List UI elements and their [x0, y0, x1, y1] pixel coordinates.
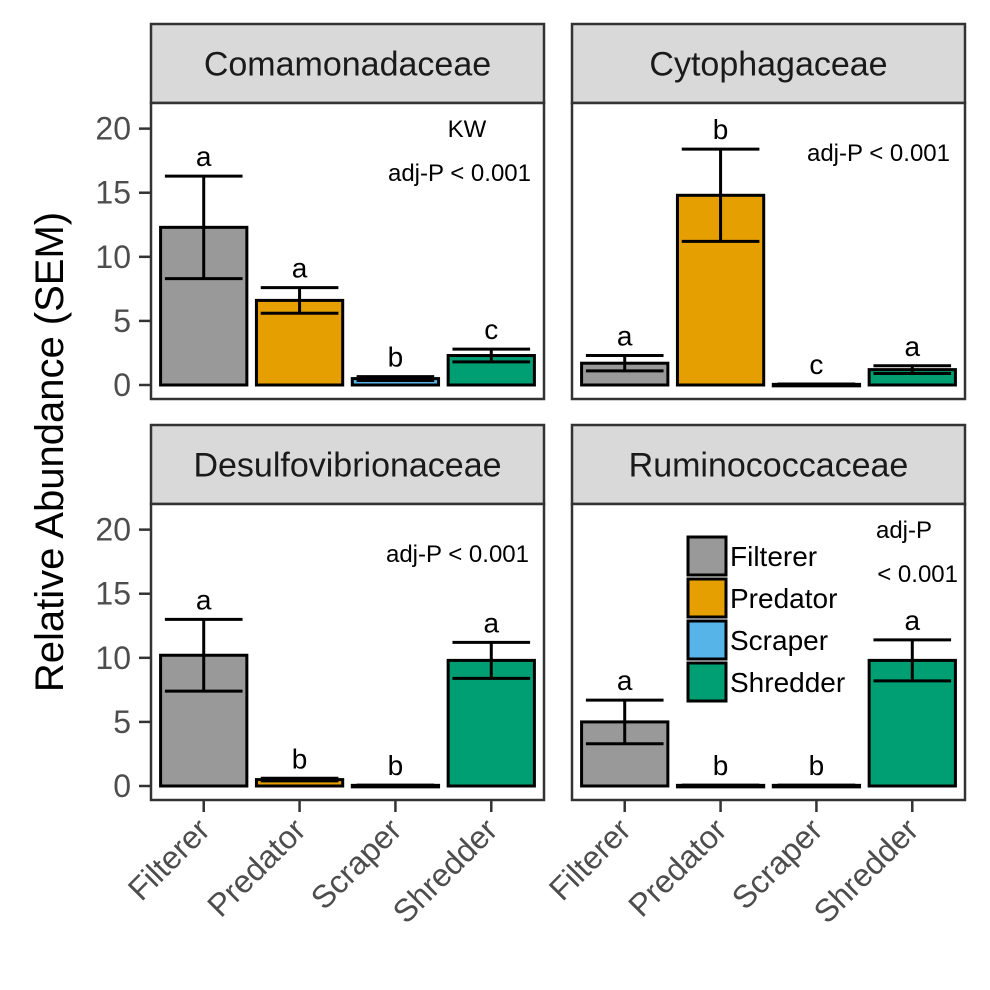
legend-key-filterer	[686, 535, 728, 577]
significance-letter: c	[809, 349, 823, 380]
panel-comamonadaceae: Comamonadaceae a a b c 0 5 10 15 20 KW adj-P < 0.00…	[95, 22, 546, 403]
y-tick-label: 0	[113, 768, 131, 804]
legend-label-filterer: Filterer	[730, 541, 817, 572]
legend-label-predator: Predator	[730, 583, 837, 614]
panel-strip	[149, 423, 546, 506]
legend-key-shredder	[686, 661, 728, 703]
significance-letter: a	[196, 141, 212, 172]
y-tick-label: 5	[113, 303, 131, 339]
annotation-p-value: adj-P < 0.001	[386, 541, 529, 568]
significance-letter: a	[483, 607, 499, 638]
panel-strip	[570, 423, 967, 506]
legend: Filterer Predator Scraper Shredder	[686, 535, 845, 703]
panel-title: Cytophagaceae	[649, 46, 887, 84]
significance-letter: a	[904, 605, 920, 636]
x-tick-label: Filterer	[121, 811, 217, 907]
legend-label-shredder: Shredder	[730, 667, 845, 698]
y-tick-label: 20	[95, 111, 131, 147]
panel-ruminococcaceae: Ruminococcaceae a Filterer b Predator b Scrape…	[542, 423, 967, 930]
y-axis-label: Relative Abundance (SEM)	[28, 212, 72, 692]
significance-letter: b	[388, 750, 404, 781]
significance-letter: b	[713, 114, 729, 145]
y-tick-label: 10	[95, 239, 131, 275]
annotation-p-value: adj-P < 0.001	[807, 140, 950, 167]
x-tick-label: Shredder	[386, 811, 505, 930]
significance-letter: b	[388, 342, 404, 373]
significance-letter: a	[292, 253, 308, 284]
panel-title: Ruminococcaceae	[629, 447, 909, 485]
significance-letter: b	[292, 743, 308, 774]
significance-letter: b	[809, 750, 825, 781]
panel-border	[570, 101, 967, 401]
significance-letter: a	[617, 321, 633, 352]
annotation-test: KW	[448, 116, 487, 143]
annotation-p-value-line2: < 0.001	[877, 561, 958, 588]
legend-key-scraper	[686, 619, 728, 661]
legend-key-predator	[686, 577, 728, 619]
legend-label-scraper: Scraper	[730, 625, 828, 656]
annotation-p-value-line1: adj-P	[876, 517, 932, 544]
y-tick-label: 20	[95, 512, 131, 548]
y-tick-label: 5	[113, 704, 131, 740]
annotation-p-value: adj-P < 0.001	[388, 160, 531, 187]
significance-letter: a	[904, 331, 920, 362]
y-tick-label: 10	[95, 640, 131, 676]
y-tick-label: 15	[95, 576, 131, 612]
panel-title: Comamonadaceae	[204, 46, 491, 84]
significance-letter: a	[617, 665, 633, 696]
significance-letter: c	[484, 314, 498, 345]
x-tick-label: Predator	[621, 811, 733, 923]
panel-strip	[149, 22, 546, 105]
panel-desulfovibrionaceae: DesulfovibrionaceaeaFiltererbPredatorbSc…	[95, 423, 546, 930]
y-tick-label: 15	[95, 175, 131, 211]
x-tick-label: Filterer	[542, 811, 638, 907]
significance-letter: a	[196, 584, 212, 615]
panel-title: Desulfovibrionaceae	[193, 447, 501, 485]
panel-cytophagaceae: Cytophagaceae a b c a adj-P < 0.001	[570, 22, 967, 401]
significance-letter: b	[713, 750, 729, 781]
y-tick-label: 0	[113, 367, 131, 403]
x-tick-label: Predator	[200, 811, 312, 923]
x-tick-label: Shredder	[807, 811, 926, 930]
